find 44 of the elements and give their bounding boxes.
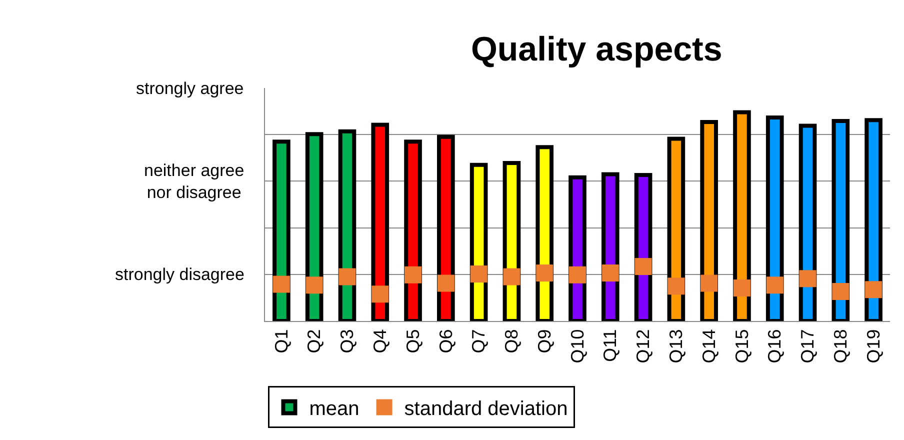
point	[700, 274, 718, 292]
legend-label: mean	[309, 398, 360, 420]
text: strongly agree	[136, 79, 244, 98]
point	[799, 270, 816, 288]
x-tick-label: Q1	[271, 329, 292, 354]
x-tick-label: Q2	[304, 329, 324, 354]
x-tick-label: Q12	[633, 329, 654, 364]
point	[602, 264, 619, 282]
text: neither agree nor disagree	[144, 161, 244, 202]
point	[865, 281, 882, 298]
x-tick-label: Q16	[764, 329, 785, 364]
x-tick-label: Q19	[863, 329, 884, 364]
x-tick-label: Q13	[666, 329, 686, 364]
x-tick-label: Q15	[732, 329, 752, 364]
point	[470, 266, 488, 283]
text: strongly disagree	[115, 265, 244, 284]
point	[766, 276, 784, 294]
x-tick-label: Q14	[698, 329, 719, 364]
x-tick-label: Q18	[830, 329, 851, 364]
x-tick-label: Q9	[534, 329, 554, 354]
point	[503, 268, 520, 286]
point	[372, 286, 389, 303]
point	[832, 283, 850, 300]
x-tick-label: Q8	[502, 329, 522, 354]
point	[668, 278, 685, 295]
chart-title: Quality aspects	[470, 30, 722, 68]
x-tick-label: Q11	[600, 329, 620, 362]
x-tick-label: Q4	[370, 329, 390, 354]
point	[733, 280, 750, 297]
point	[272, 276, 290, 293]
point	[536, 264, 554, 282]
point	[338, 268, 356, 286]
x-tick-label: Q3	[337, 329, 358, 354]
point	[437, 274, 454, 292]
point	[306, 276, 323, 294]
x-tick-label: Q6	[436, 329, 456, 354]
point	[569, 266, 586, 284]
x-tick-label: Q7	[468, 329, 489, 354]
point	[634, 258, 652, 276]
legend-label: standard deviation	[404, 398, 568, 420]
point	[404, 266, 422, 284]
x-tick-label: Q5	[402, 329, 423, 354]
x-tick-label: Q17	[798, 329, 818, 364]
x-tick-label: Q10	[567, 329, 588, 364]
